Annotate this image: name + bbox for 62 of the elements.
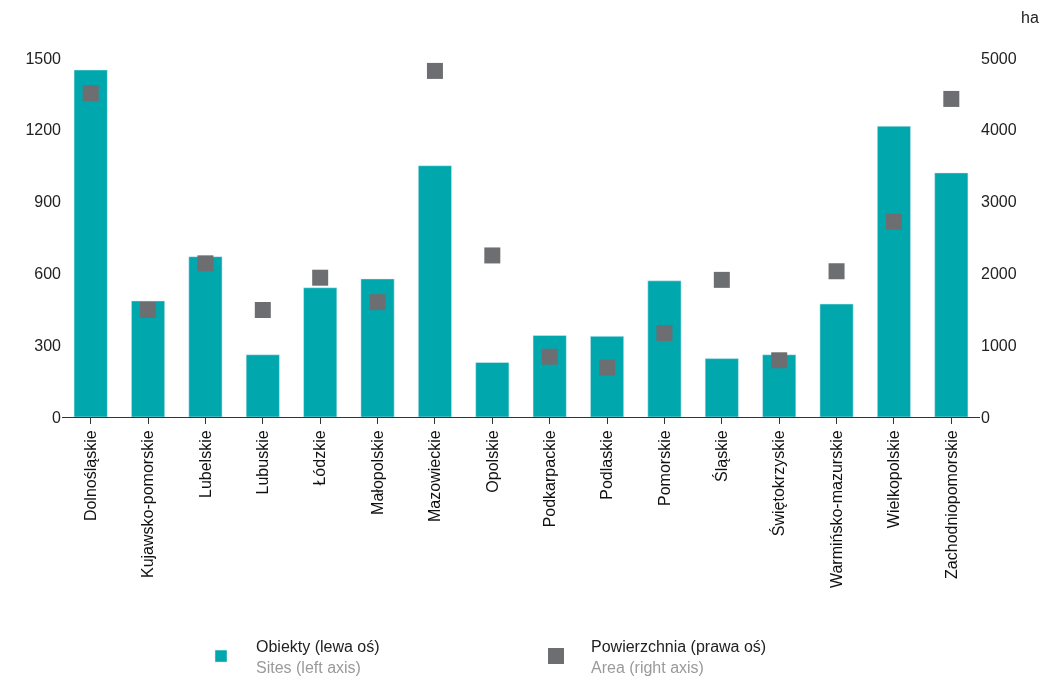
x-tick-label: Lubuskie [254,430,272,495]
y-tick-label: 1500 [25,49,62,67]
y-tick-label: 300 [34,336,62,354]
x-tick-label: Mazowieckie [426,430,444,522]
y-tick-label: 900 [34,193,62,211]
point [771,352,788,369]
x-tick-label: Dolnośląskie [81,430,99,522]
bar [877,125,911,417]
x-tick-label: Podlaskie [598,430,616,500]
legend-label: Powierzchnia (prawa oś) Area (right axis) [591,637,767,676]
bar [647,280,682,417]
y2-tick-label: 1000 [981,336,1017,354]
legend-label: Obiekty (lewa oś) Sites (left axis) [256,637,380,676]
bar [131,300,165,417]
point [140,302,157,319]
x-tick-label: Zachodniopomorskie [942,430,960,579]
x-tick-label: Małopolskie [368,430,386,515]
point [369,294,386,311]
point [656,324,673,341]
bar [418,165,452,417]
bar [73,69,108,417]
x-tick-label: Kujawsko-pomorskie [139,430,157,579]
bar [303,287,338,417]
point [599,359,616,376]
y-tick-label: 1200 [25,121,62,139]
point [197,255,214,272]
y-tick-label: 600 [34,265,62,282]
bar [360,278,395,417]
point [426,62,443,79]
y2-tick-label: 3000 [981,193,1017,211]
point [885,213,902,230]
x-tick-label: Warmińsko-mazurskie [827,430,845,589]
x-tick-label: Pomorskie [655,430,673,506]
bar [188,256,223,417]
bar [934,172,969,417]
x-tick-label: Podkarpackie [540,430,558,528]
x-tick-label: Lubelskie [196,430,214,499]
bar [819,303,854,417]
y2-tick-label: 4000 [981,121,1017,139]
point [943,90,960,107]
point [713,271,730,288]
bar [475,362,510,417]
point [254,302,271,319]
y2-axis-title: ha [1021,9,1039,26]
y2-tick-label: 0 [981,408,990,426]
point [312,269,329,286]
bar [532,335,567,417]
x-tick-label: Świętokrzyskie [769,430,788,537]
point [82,85,99,102]
bar [590,336,624,417]
y2-tick-label: 2000 [981,265,1017,282]
point [541,348,558,365]
y2-tick-label: 5000 [981,49,1017,67]
y-tick-label: 0 [52,408,62,426]
bar [704,358,739,417]
point [828,263,845,280]
x-tick-label: Opolskie [483,430,501,493]
x-tick-label: Śląskie [712,430,731,482]
point [484,247,501,264]
x-tick-label: Łódzkie [311,430,329,486]
bar [245,354,280,417]
x-tick-label: Wielkopolskie [885,430,903,529]
